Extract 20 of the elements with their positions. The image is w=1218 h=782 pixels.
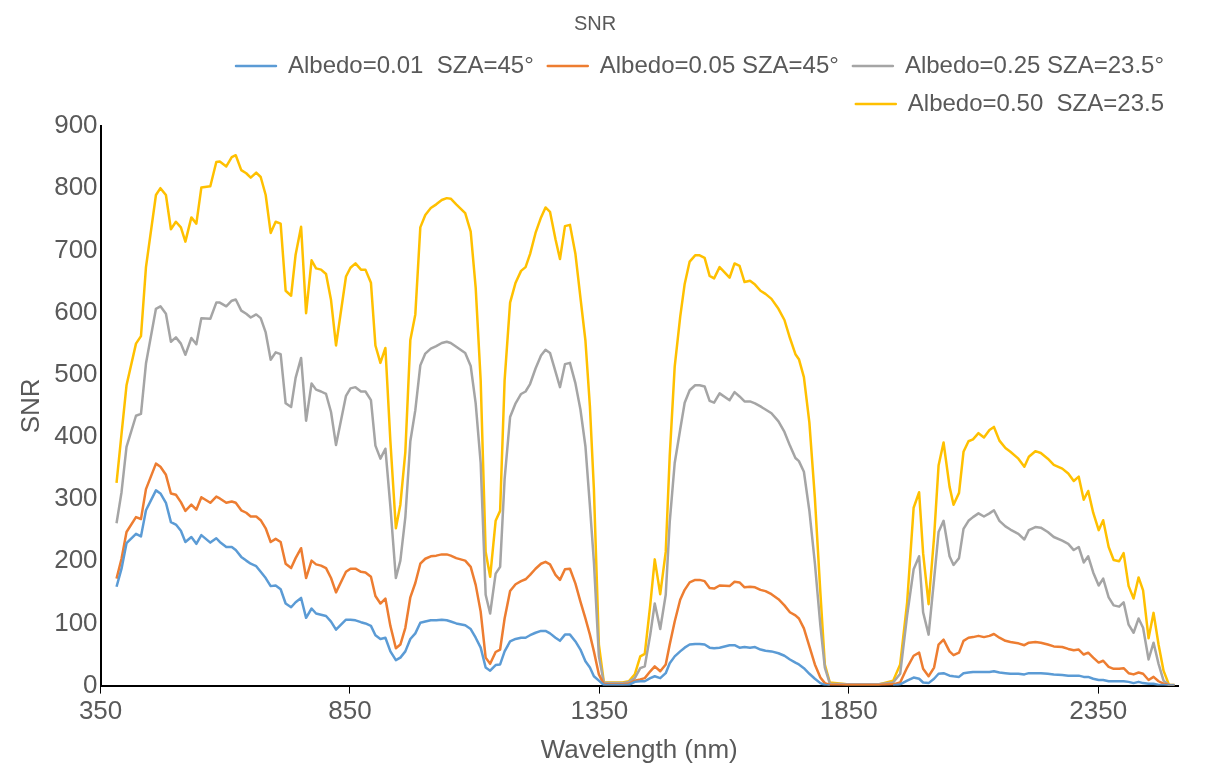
- legend-label: Albedo=0.01 SZA=45°: [287, 50, 534, 78]
- x-tick-label: 1350: [570, 695, 629, 726]
- y-tick-label: 200: [54, 544, 98, 575]
- y-axis-title: SNR: [14, 378, 45, 434]
- chart-title: SNR: [573, 11, 617, 34]
- legend-label: Albedo=0.05 SZA=45°: [599, 50, 839, 78]
- x-tick-label: 1850: [819, 695, 878, 726]
- x-axis-title: Wavelength (nm): [540, 733, 738, 764]
- y-tick-label: 600: [54, 295, 98, 326]
- y-tick-label: 900: [54, 109, 98, 140]
- legend-label: Albedo=0.25 SZA=23.5°: [904, 50, 1164, 78]
- y-tick-label: 300: [54, 482, 98, 513]
- y-tick-label: 400: [54, 420, 98, 451]
- y-tick-label: 700: [54, 233, 98, 264]
- x-tick-label: 2350: [1069, 695, 1128, 726]
- x-tick-label: 850: [328, 695, 372, 726]
- y-tick-label: 500: [54, 357, 98, 388]
- y-tick-label: 800: [54, 171, 98, 202]
- legend-label: Albedo=0.50 SZA=23.5: [907, 88, 1165, 116]
- y-tick-label: 100: [54, 606, 98, 637]
